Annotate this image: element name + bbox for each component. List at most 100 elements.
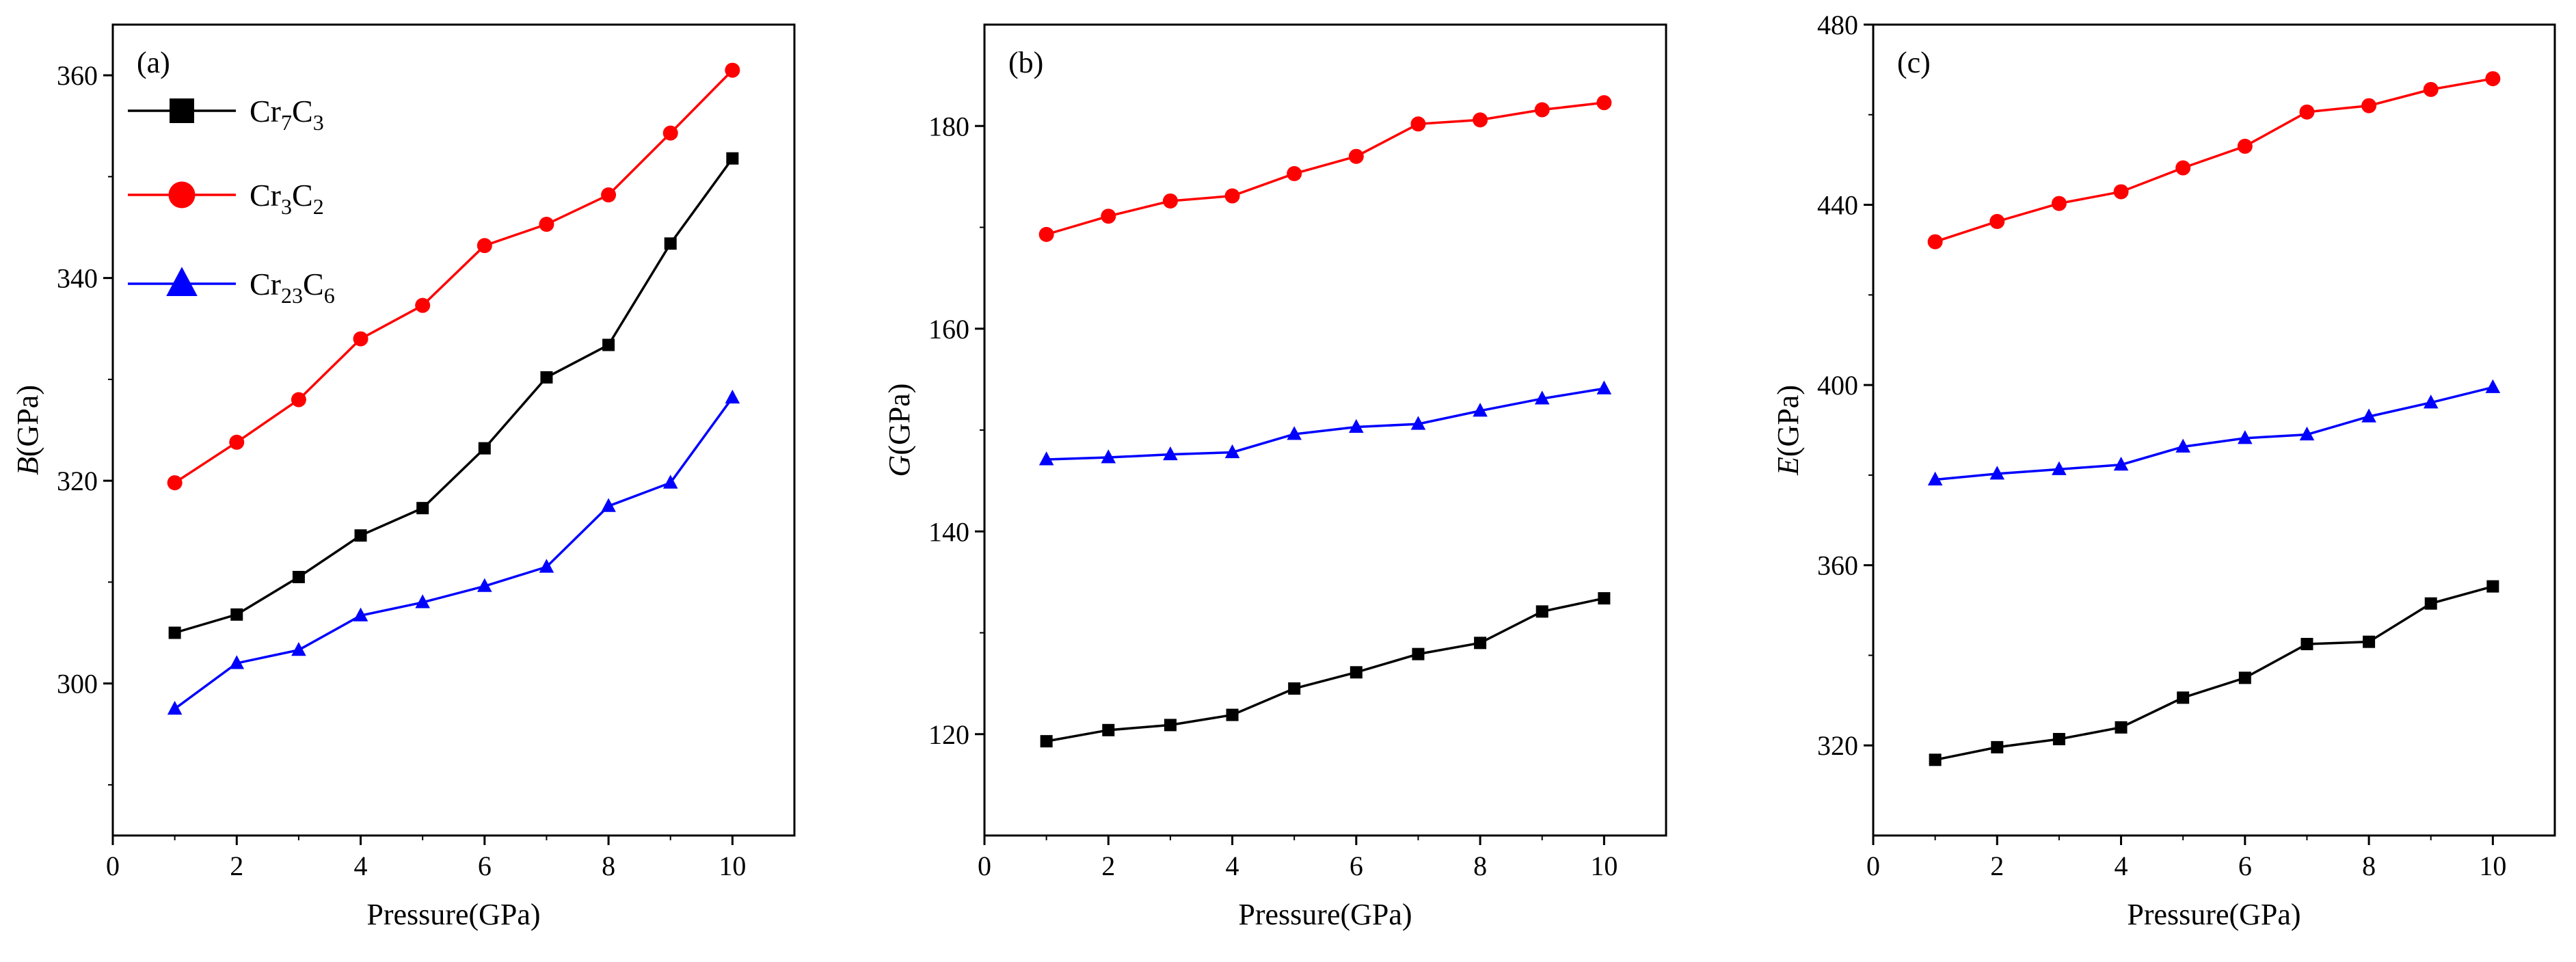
data-point — [1287, 426, 1302, 440]
data-point — [354, 529, 367, 542]
series-Cr3C2 — [1927, 71, 2501, 250]
data-point — [1412, 647, 1425, 660]
data-point — [725, 389, 740, 404]
data-point — [601, 187, 617, 203]
data-point — [601, 498, 616, 512]
x-tick-label: 0 — [1866, 851, 1880, 881]
data-point — [2238, 430, 2253, 444]
y-tick-label: 160 — [928, 314, 969, 345]
series-line — [1935, 585, 2493, 762]
y-tick-label: 340 — [57, 263, 98, 294]
data-point — [726, 152, 739, 165]
data-point — [1989, 466, 2005, 480]
data-point — [1349, 418, 1364, 433]
data-point — [2052, 732, 2065, 745]
legend-marker — [168, 181, 196, 209]
data-point — [2299, 426, 2315, 441]
data-point — [1991, 740, 2004, 753]
data-point — [353, 331, 368, 347]
data-point — [1410, 116, 1426, 132]
data-point — [353, 607, 368, 622]
data-point — [168, 626, 181, 639]
data-point — [2423, 81, 2439, 97]
series-line — [1935, 386, 2493, 481]
data-point — [229, 655, 245, 669]
x-tick-label: 10 — [2479, 851, 2506, 881]
y-tick-label: 400 — [1817, 370, 1858, 401]
x-tick-label: 4 — [354, 851, 368, 881]
data-point — [540, 371, 553, 384]
series-Cr23C6 — [1038, 380, 1612, 466]
x-tick-label: 4 — [2115, 851, 2128, 881]
series-Cr7C3 — [1929, 580, 2499, 766]
y-tick-label: 140 — [928, 516, 969, 547]
data-point — [1474, 637, 1487, 650]
panel-label: (a) — [137, 46, 170, 79]
data-point — [415, 594, 430, 609]
series-line — [1046, 387, 1605, 461]
data-point — [1929, 753, 1942, 766]
legend-label: Cr7C3 — [250, 94, 324, 135]
x-tick-label: 10 — [1590, 851, 1618, 881]
y-tick-label: 180 — [928, 111, 969, 142]
series-line — [174, 69, 734, 484]
data-point — [1038, 451, 1054, 466]
x-tick-label: 6 — [2238, 851, 2252, 881]
series-Cr23C6 — [167, 389, 740, 715]
data-point — [291, 392, 306, 407]
data-point — [1224, 444, 1240, 459]
x-axis-label: Pressure(GPa) — [1238, 898, 1412, 931]
y-tick-label: 300 — [57, 669, 98, 699]
y-axis-label: B(GPa) — [11, 385, 44, 475]
data-point — [2115, 721, 2128, 734]
x-tick-label: 10 — [719, 851, 746, 881]
data-point — [2177, 691, 2190, 704]
data-point — [230, 608, 243, 621]
data-point — [1535, 605, 1548, 618]
y-tick-label: 480 — [1817, 10, 1858, 40]
data-point — [539, 217, 554, 232]
data-point — [2300, 637, 2313, 650]
legend-label: Cr3C2 — [250, 178, 324, 219]
x-axis-label: Pressure(GPa) — [366, 898, 540, 931]
data-point — [478, 442, 491, 455]
data-point — [416, 502, 429, 515]
data-point — [1101, 209, 1116, 224]
data-point — [167, 475, 183, 491]
data-point — [2361, 408, 2376, 423]
data-point — [2052, 461, 2067, 475]
legend-label: Cr23C6 — [250, 267, 335, 308]
y-tick-label: 320 — [1817, 730, 1858, 761]
panel-a: 0 2 4 6 8 10 300 320 340 360 Pressure(GPa) B(GPa) (a… — [11, 23, 796, 931]
data-point — [1534, 102, 1550, 118]
series-line — [1046, 101, 1605, 236]
y-tick-label: 120 — [928, 719, 969, 750]
data-point — [477, 578, 492, 592]
data-point — [1596, 380, 1612, 395]
data-point — [662, 475, 678, 489]
data-point — [1927, 471, 1943, 485]
series-Cr3C2 — [1038, 95, 1612, 242]
data-point — [1927, 234, 1943, 250]
data-point — [2361, 98, 2377, 113]
x-tick-label: 4 — [1226, 851, 1239, 881]
data-point — [1348, 148, 1364, 164]
data-point — [1226, 708, 1239, 721]
data-point — [1164, 719, 1177, 732]
data-point — [664, 237, 677, 250]
data-point — [2424, 597, 2437, 610]
data-point — [1989, 213, 2005, 229]
data-point — [2175, 438, 2190, 453]
legend: Cr7C3 Cr3C2 Cr23C6 — [128, 94, 335, 308]
panel-c: 0 2 4 6 8 10 320 360 400 440 480 Pressure(GPa) E(GPa… — [1771, 10, 2556, 931]
panel-label: (c) — [1897, 46, 1931, 79]
data-point — [2299, 104, 2315, 120]
y-axis-label: E(GPa) — [1771, 385, 1805, 476]
x-tick-label: 8 — [2362, 851, 2376, 881]
panel-b: 0 2 4 6 8 10 120 140 160 180 Pressure(GPa) G(GPa) (b… — [883, 23, 1667, 931]
x-tick-label: 0 — [106, 851, 120, 881]
data-point — [1287, 165, 1302, 181]
data-point — [1473, 403, 1488, 417]
data-point — [1038, 226, 1054, 242]
